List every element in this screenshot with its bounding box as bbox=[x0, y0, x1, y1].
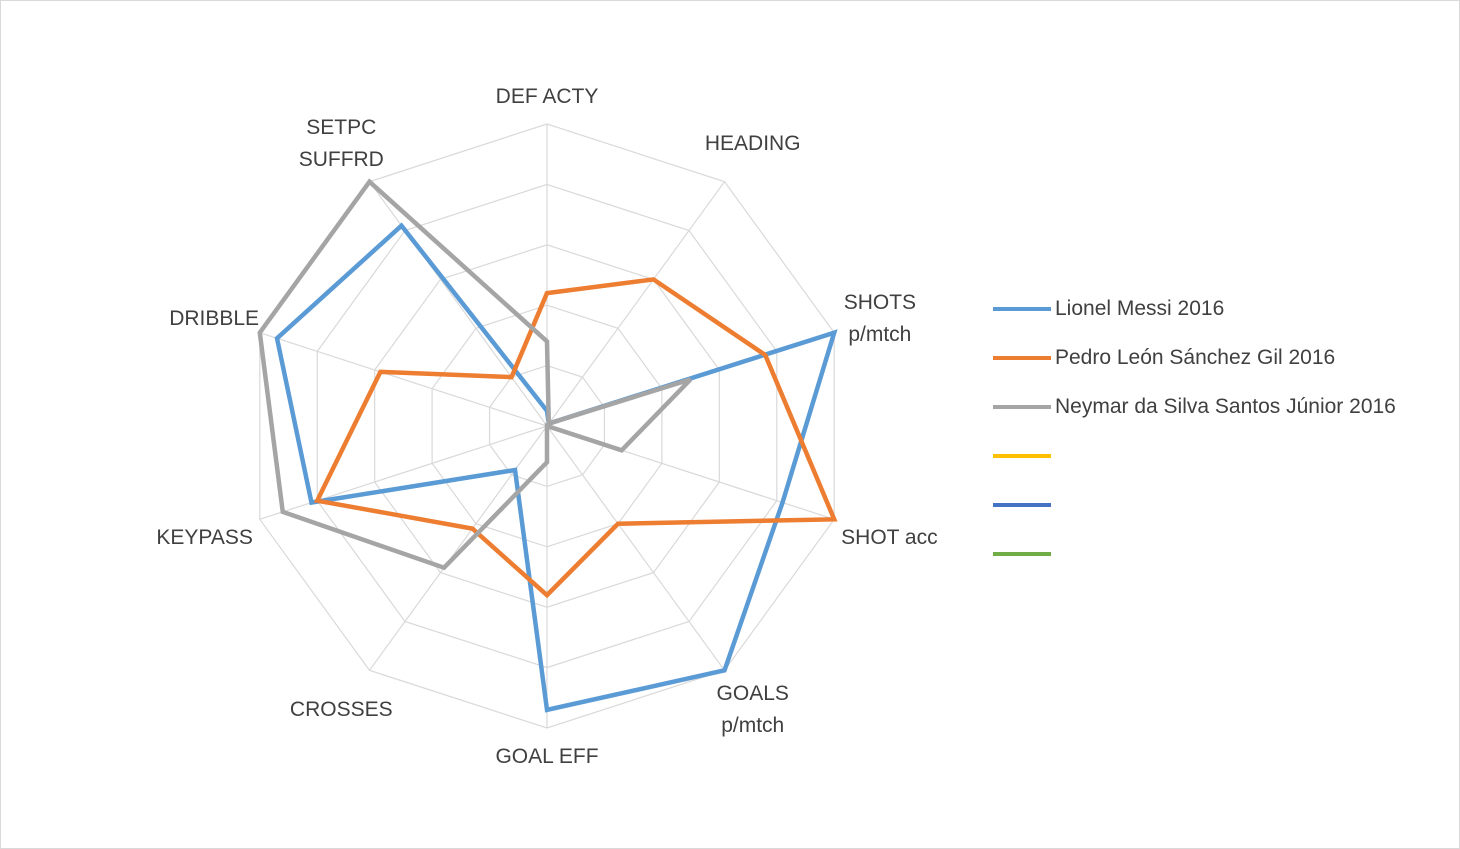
axis-label: DEF ACTY bbox=[496, 85, 599, 108]
axis-label: GOAL EFF bbox=[495, 745, 598, 768]
legend-item bbox=[993, 529, 1396, 578]
legend-swatch bbox=[993, 306, 1051, 311]
axis-label-line: SHOT acc bbox=[841, 526, 937, 549]
legend-swatch bbox=[993, 355, 1051, 360]
axis-spoke bbox=[369, 181, 548, 427]
axis-label: SETPC SUFFRD bbox=[299, 116, 384, 171]
axis-spoke bbox=[259, 332, 548, 427]
axis-label-line: GOAL EFF bbox=[495, 745, 598, 768]
axis-spoke bbox=[546, 181, 725, 427]
axis-label: CROSSES bbox=[290, 698, 393, 721]
axis-label: SHOT acc bbox=[841, 526, 937, 549]
axis-label-line: DEF ACTY bbox=[496, 85, 599, 108]
axis-labels: DEF ACTY HEADING SHOTS p/mtch SHOT acc GOALS p… bbox=[156, 85, 937, 768]
radar-series bbox=[257, 178, 838, 713]
axis-label: GOALS p/mtch bbox=[717, 682, 789, 737]
axis-label: SHOTS p/mtch bbox=[844, 291, 916, 346]
series-line-0 bbox=[274, 222, 838, 713]
axis-label-line: HEADING bbox=[705, 132, 801, 155]
axis-label-line: CROSSES bbox=[290, 698, 393, 721]
legend: Lionel Messi 2016 Pedro León Sánchez Gil … bbox=[993, 284, 1396, 578]
axis-spoke bbox=[369, 425, 548, 671]
legend-item: Pedro León Sánchez Gil 2016 bbox=[993, 333, 1396, 382]
axis-label: HEADING bbox=[705, 132, 801, 155]
legend-item bbox=[993, 480, 1396, 529]
series-line-2 bbox=[257, 178, 693, 571]
legend-label: Lionel Messi 2016 bbox=[1055, 296, 1225, 320]
axis-spoke bbox=[259, 425, 548, 520]
axis-spoke bbox=[546, 425, 725, 671]
axis-label-line: SHOTS bbox=[844, 291, 916, 314]
axis-label-line: p/mtch bbox=[721, 714, 784, 737]
legend-label: Neymar da Silva Santos Júnior 2016 bbox=[1055, 394, 1396, 418]
series-line-1 bbox=[313, 277, 838, 599]
legend-swatch bbox=[993, 404, 1051, 409]
legend-item: Lionel Messi 2016 bbox=[993, 284, 1396, 333]
legend-swatch bbox=[993, 453, 1051, 458]
legend-item bbox=[993, 431, 1396, 480]
axis-label-line: GOALS bbox=[717, 682, 789, 705]
legend-swatch bbox=[993, 502, 1051, 507]
legend-item: Neymar da Silva Santos Júnior 2016 bbox=[993, 382, 1396, 431]
axis-label-line: KEYPASS bbox=[156, 526, 253, 549]
axis-label: KEYPASS bbox=[156, 526, 253, 549]
axis-label-line: SUFFRD bbox=[299, 148, 384, 171]
axis-label-line: p/mtch bbox=[848, 323, 911, 346]
axis-label-line: SETPC bbox=[306, 116, 376, 139]
axis-label-line: DRIBBLE bbox=[169, 307, 259, 330]
legend-label: Pedro León Sánchez Gil 2016 bbox=[1055, 345, 1336, 369]
legend-swatch bbox=[993, 551, 1051, 556]
axis-label: DRIBBLE bbox=[169, 307, 259, 330]
